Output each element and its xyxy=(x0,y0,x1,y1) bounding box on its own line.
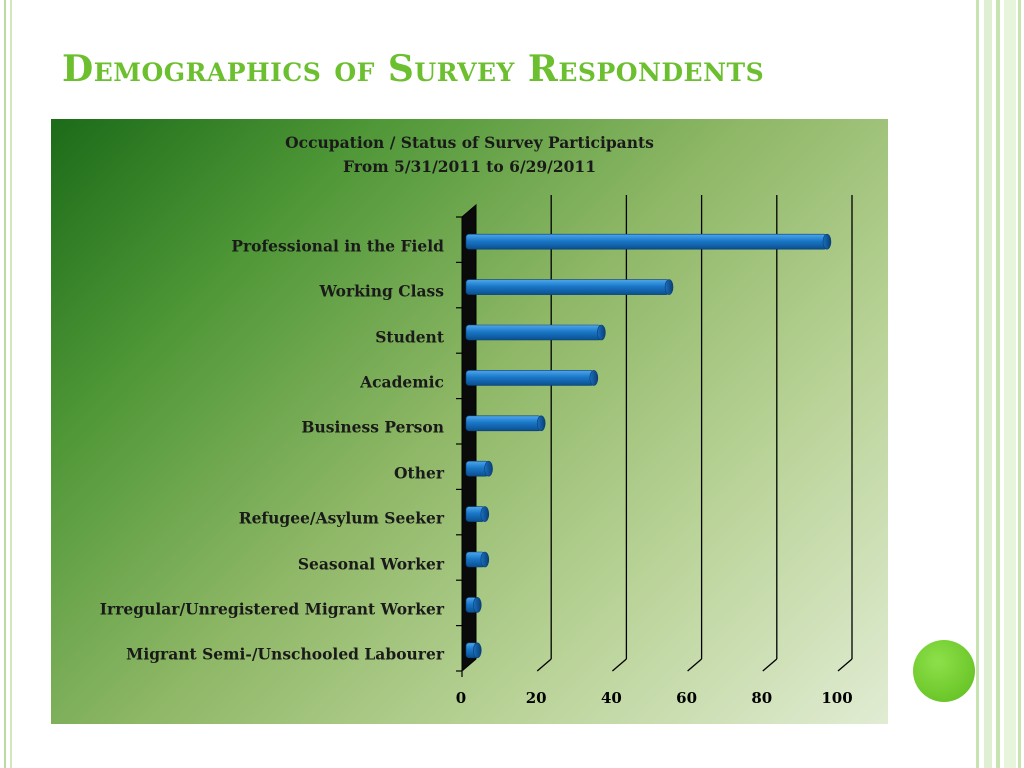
right-stripe xyxy=(996,0,1000,768)
x-tick-label: 100 xyxy=(821,689,853,707)
bar-cap xyxy=(480,506,490,522)
right-stripe xyxy=(976,0,979,768)
right-stripe xyxy=(1004,0,1016,768)
floor-gridline xyxy=(837,658,853,672)
floor-gridline xyxy=(536,658,552,672)
bar-cap xyxy=(480,551,490,568)
x-tick-label: 80 xyxy=(751,689,773,707)
floor-gridline xyxy=(762,658,778,672)
bar-cap xyxy=(472,642,482,659)
bar-cap xyxy=(597,324,606,341)
category-label: Working Class xyxy=(319,281,445,301)
chart-title: Occupation / Status of Survey Participan… xyxy=(285,133,654,152)
x-tick-label: 20 xyxy=(525,689,547,707)
category-label: Academic xyxy=(360,372,444,392)
bar xyxy=(465,233,828,250)
bar-cap xyxy=(472,597,482,613)
left-line xyxy=(10,0,12,768)
category-label: Refugee/Asylum Seeker xyxy=(238,508,444,528)
category-label: Professional in the Field xyxy=(231,236,444,256)
bar-cap xyxy=(664,279,674,295)
slide-title: Demographics of Survey Respondents xyxy=(62,48,765,90)
category-label: Other xyxy=(394,463,444,483)
chart-subtitle: From 5/31/2011 to 6/29/2011 xyxy=(343,157,596,176)
bar-cap xyxy=(536,415,546,432)
green-dot-decoration xyxy=(913,640,975,702)
bar-chart xyxy=(456,195,853,677)
floor-gridline xyxy=(687,658,703,672)
left-decoration xyxy=(0,0,16,768)
bar-cap xyxy=(822,233,832,250)
bar xyxy=(465,370,595,386)
category-label: Irregular/Unregistered Migrant Worker xyxy=(99,599,444,619)
chart-panel: Occupation / Status of Survey Participan… xyxy=(51,119,888,724)
category-label: Business Person xyxy=(301,417,444,437)
x-tick-label: 40 xyxy=(600,689,622,707)
bar xyxy=(465,324,602,341)
right-stripe xyxy=(984,0,992,768)
bar-cap xyxy=(484,460,493,477)
category-label: Student xyxy=(375,327,444,346)
bar xyxy=(465,415,542,432)
bar-cap xyxy=(589,370,599,386)
category-label: Migrant Semi-/Unschooled Labourer xyxy=(126,644,444,664)
bar xyxy=(465,279,670,295)
left-line xyxy=(4,0,6,768)
x-tick-label: 0 xyxy=(455,689,467,707)
right-stripe xyxy=(1018,0,1021,768)
right-decoration xyxy=(972,0,1024,768)
category-label: Seasonal Worker xyxy=(297,554,444,573)
x-tick-label: 60 xyxy=(676,689,698,707)
floor-gridline xyxy=(611,658,627,672)
